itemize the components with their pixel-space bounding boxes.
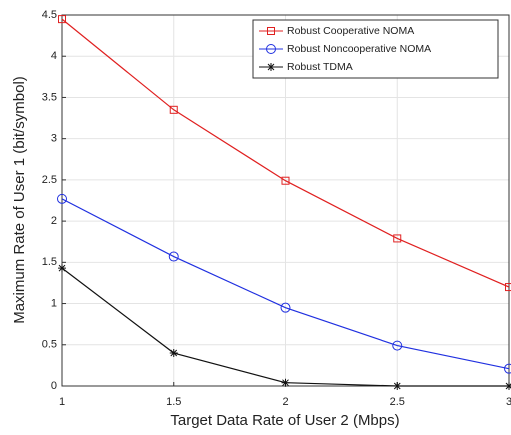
legend-marker: [267, 63, 275, 71]
data-point: [392, 340, 403, 351]
data-point: [169, 105, 178, 114]
data-point: [393, 234, 402, 243]
data-point: [168, 251, 179, 262]
x-tick-label: 3: [506, 396, 511, 408]
series-line: [61, 18, 510, 288]
y-tick-label: 2: [51, 215, 57, 227]
x-tick-label: 1.5: [166, 396, 181, 408]
legend-marker: [267, 27, 275, 35]
legend-text: Robust TDMA: [287, 61, 353, 73]
y-tick-label: 3.5: [42, 91, 57, 103]
data-point: [393, 382, 402, 390]
data-point: [281, 378, 290, 387]
data-point: [57, 193, 67, 204]
data-point: [281, 176, 290, 185]
data-point: [58, 15, 66, 24]
x-tick-label: 2.5: [390, 396, 405, 408]
data-point: [504, 363, 511, 374]
y-tick-label: 2.5: [42, 174, 57, 186]
y-tick-label: 0: [51, 380, 57, 392]
data-point: [505, 382, 511, 390]
y-tick-label: 1.5: [42, 256, 57, 268]
x-tick-label: 1: [59, 396, 65, 408]
x-axis-label: Target Data Rate of User 2 (Mbps): [170, 412, 399, 429]
legend-marker: [266, 44, 276, 54]
data-point: [58, 264, 66, 273]
series-line: [61, 198, 510, 370]
y-axis-label: Maximum Rate of User 1 (bit/symbol): [11, 76, 28, 324]
legend: Robust Cooperative NOMA Robust Noncoopera…: [252, 19, 499, 79]
legend-text: Robust Cooperative NOMA: [287, 25, 414, 37]
legend-text: Robust Noncooperative NOMA: [287, 43, 431, 55]
data-point: [169, 349, 178, 358]
data-point: [505, 283, 511, 292]
y-tick-label: 1: [51, 297, 57, 309]
y-tick-label: 4.5: [42, 9, 57, 21]
y-tick-label: 4: [51, 50, 57, 62]
y-tick-label: 0.5: [42, 339, 57, 351]
y-tick-label: 3: [51, 133, 57, 145]
x-tick-label: 2: [282, 396, 288, 408]
data-point: [280, 302, 291, 313]
legend-box: [252, 19, 499, 79]
